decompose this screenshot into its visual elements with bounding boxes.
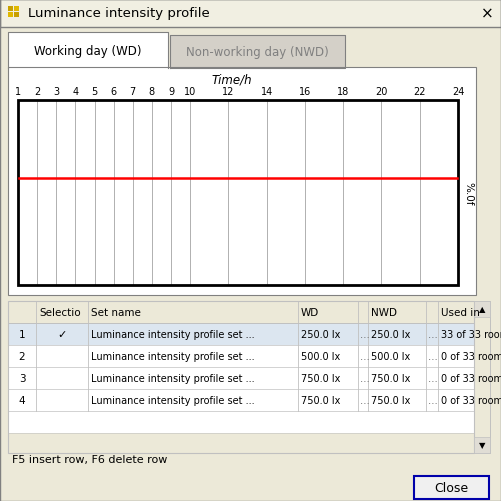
Bar <box>474 302 490 453</box>
Text: 5: 5 <box>91 87 98 97</box>
Bar <box>8 68 476 296</box>
Text: 33 of 33 rooms: 33 of 33 rooms <box>441 329 501 339</box>
Text: 750.0 lx: 750.0 lx <box>371 395 410 405</box>
Text: Selectio: Selectio <box>39 308 81 317</box>
Bar <box>8 302 474 323</box>
Text: 7: 7 <box>130 87 136 97</box>
Text: 0 of 33 rooms: 0 of 33 rooms <box>441 351 501 361</box>
Text: 18: 18 <box>337 87 349 97</box>
Text: 500.0 lx: 500.0 lx <box>371 351 410 361</box>
Bar <box>14 7 19 12</box>
Text: Luminance intensity profile: Luminance intensity profile <box>28 8 210 21</box>
Text: Set name: Set name <box>91 308 141 317</box>
Text: ×: × <box>480 7 493 22</box>
Text: %.0f: %.0f <box>463 181 473 205</box>
Text: Luminance intensity profile set ...: Luminance intensity profile set ... <box>91 395 255 405</box>
Bar <box>414 476 489 499</box>
Text: …: … <box>360 351 370 361</box>
Bar <box>414 476 489 499</box>
Text: F5 insert row, F6 delete row: F5 insert row, F6 delete row <box>12 454 167 464</box>
Text: 10: 10 <box>184 87 196 97</box>
Text: 0 of 33 rooms: 0 of 33 rooms <box>441 373 501 383</box>
Text: 750.0 lx: 750.0 lx <box>301 395 340 405</box>
Text: 1: 1 <box>15 87 21 97</box>
Bar <box>8 345 474 367</box>
Text: Used in: Used in <box>441 308 480 317</box>
Bar <box>474 437 490 453</box>
Bar <box>8 7 13 12</box>
Text: 250.0 lx: 250.0 lx <box>371 329 410 339</box>
Bar <box>0 28 501 70</box>
Text: …: … <box>360 395 370 405</box>
Text: NWD: NWD <box>371 308 397 317</box>
Bar <box>8 33 168 69</box>
Bar <box>8 68 476 296</box>
Text: 20: 20 <box>375 87 388 97</box>
Bar <box>18 101 458 286</box>
Text: WD: WD <box>301 308 319 317</box>
Text: Time/h: Time/h <box>212 73 253 86</box>
Text: ✓: ✓ <box>57 329 67 339</box>
Bar <box>8 323 474 345</box>
Text: Luminance intensity profile set ...: Luminance intensity profile set ... <box>91 351 255 361</box>
Bar <box>8 302 474 453</box>
Text: …: … <box>360 329 370 339</box>
Text: 12: 12 <box>222 87 234 97</box>
Text: 24: 24 <box>452 87 464 97</box>
Text: 4: 4 <box>19 395 26 405</box>
Text: 3: 3 <box>19 373 26 383</box>
Text: 6: 6 <box>111 87 117 97</box>
Text: 16: 16 <box>299 87 311 97</box>
Text: ▲: ▲ <box>479 305 485 314</box>
Text: 8: 8 <box>149 87 155 97</box>
Text: 500.0 lx: 500.0 lx <box>301 351 340 361</box>
Text: 1: 1 <box>19 329 26 339</box>
Bar <box>8 367 474 389</box>
Text: 750.0 lx: 750.0 lx <box>371 373 410 383</box>
Bar <box>18 101 458 286</box>
Text: ▼: ▼ <box>479 440 485 449</box>
Bar <box>474 302 490 317</box>
Bar <box>8 411 474 433</box>
Text: Non-working day (NWD): Non-working day (NWD) <box>186 46 329 59</box>
Text: 9: 9 <box>168 87 174 97</box>
Bar <box>8 13 13 18</box>
Bar <box>14 13 19 18</box>
Text: 2: 2 <box>34 87 40 97</box>
Text: …: … <box>428 395 438 405</box>
Bar <box>0 0 501 28</box>
Text: 14: 14 <box>261 87 273 97</box>
Text: 0 of 33 rooms: 0 of 33 rooms <box>441 395 501 405</box>
Bar <box>170 36 345 69</box>
Text: Luminance intensity profile set ...: Luminance intensity profile set ... <box>91 373 255 383</box>
Text: 4: 4 <box>72 87 79 97</box>
Text: …: … <box>428 329 438 339</box>
Text: 22: 22 <box>413 87 426 97</box>
Text: …: … <box>360 373 370 383</box>
Text: 250.0 lx: 250.0 lx <box>301 329 340 339</box>
Text: Luminance intensity profile set ...: Luminance intensity profile set ... <box>91 329 255 339</box>
Bar <box>8 302 490 453</box>
Text: Working day (WD): Working day (WD) <box>34 45 142 58</box>
Text: 3: 3 <box>53 87 59 97</box>
Text: …: … <box>428 351 438 361</box>
Bar <box>8 389 474 411</box>
Text: …: … <box>428 373 438 383</box>
Text: 2: 2 <box>19 351 26 361</box>
Bar <box>0 0 501 28</box>
Text: 750.0 lx: 750.0 lx <box>301 373 340 383</box>
Text: Close: Close <box>434 481 468 494</box>
